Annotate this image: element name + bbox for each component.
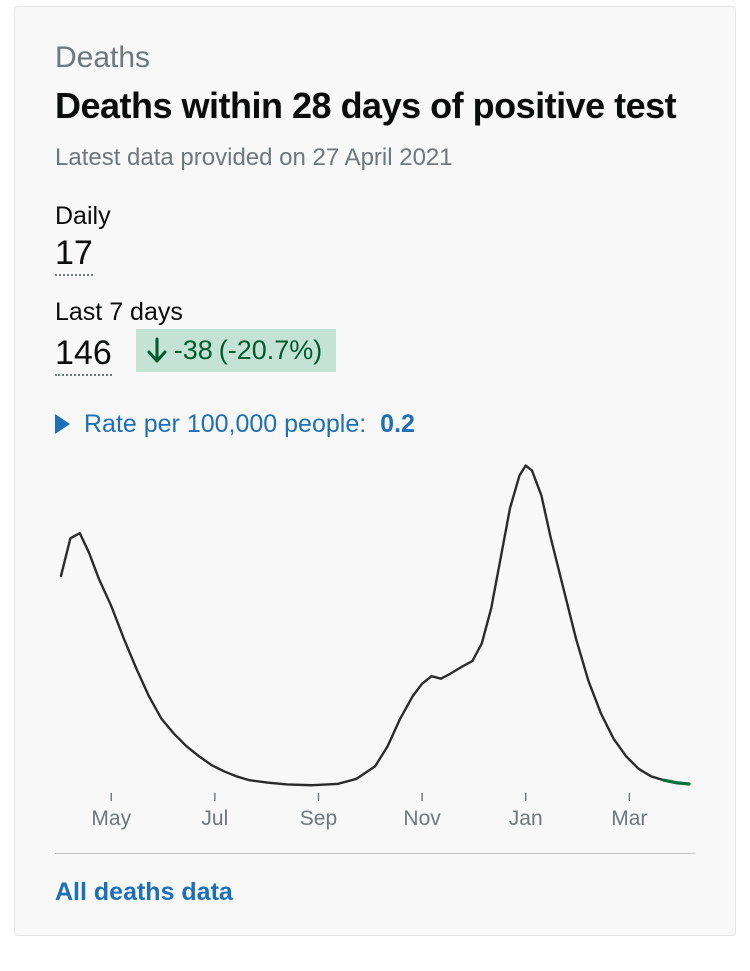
card-content: Deaths Deaths within 28 days of positive… bbox=[15, 7, 735, 439]
change-badge: -38 (-20.7%) bbox=[136, 329, 337, 372]
last7-row: 146 -38 (-20.7%) bbox=[55, 329, 695, 376]
daily-label: Daily bbox=[55, 202, 695, 231]
arrow-down-icon bbox=[146, 337, 168, 363]
daily-metric: Daily 17 bbox=[55, 202, 695, 276]
triangle-right-icon bbox=[55, 414, 70, 434]
deaths-card: Deaths Deaths within 28 days of positive… bbox=[14, 6, 736, 936]
svg-text:Mar: Mar bbox=[611, 807, 647, 830]
rate-label: Rate per 100,000 people: bbox=[84, 410, 366, 439]
rate-disclosure[interactable]: Rate per 100,000 people: 0.2 bbox=[55, 410, 695, 439]
last7-label: Last 7 days bbox=[55, 298, 695, 327]
svg-text:Sep: Sep bbox=[300, 807, 337, 830]
card-title: Deaths within 28 days of positive test bbox=[55, 83, 695, 128]
latest-data-text: Latest data provided on 27 April 2021 bbox=[55, 144, 695, 172]
last7-metric: Last 7 days 146 -38 (-20.7%) bbox=[55, 298, 695, 376]
category-label: Deaths bbox=[55, 41, 695, 75]
change-percent: (-20.7%) bbox=[219, 335, 323, 366]
all-deaths-link[interactable]: All deaths data bbox=[15, 854, 735, 935]
daily-value: 17 bbox=[55, 233, 93, 276]
svg-text:Nov: Nov bbox=[403, 807, 441, 830]
svg-text:Jan: Jan bbox=[509, 807, 543, 830]
deaths-line-chart: May Jul Sep Nov Jan Mar bbox=[55, 449, 695, 839]
rate-value: 0.2 bbox=[380, 410, 415, 439]
chart-container: May Jul Sep Nov Jan Mar bbox=[15, 449, 735, 839]
change-number: -38 bbox=[174, 335, 213, 366]
last7-value: 146 bbox=[55, 333, 112, 376]
svg-text:Jul: Jul bbox=[201, 807, 228, 830]
svg-text:May: May bbox=[91, 807, 131, 830]
